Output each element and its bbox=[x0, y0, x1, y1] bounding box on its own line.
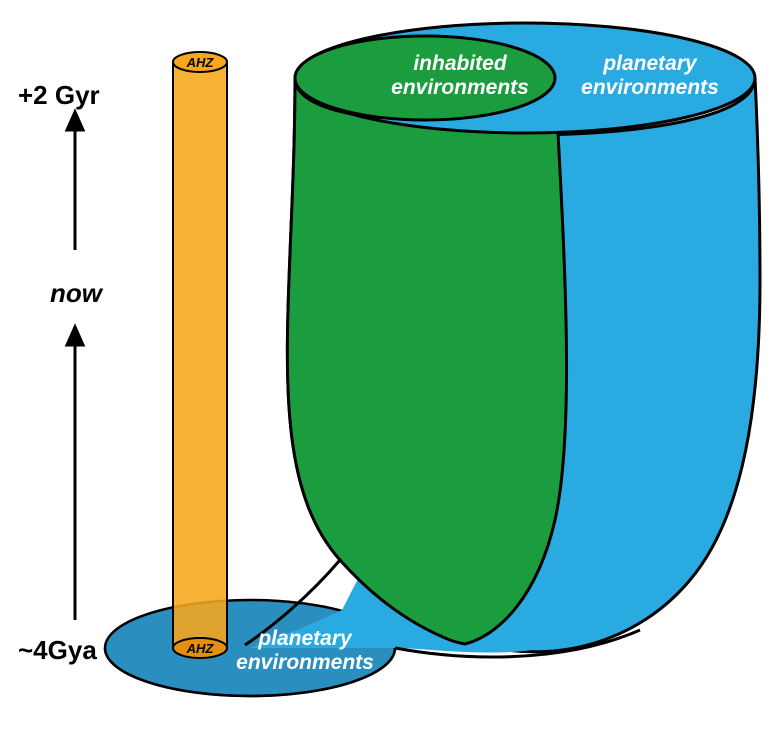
timeline-arrow-lower bbox=[67, 327, 83, 620]
timeline-bottom-label: ~4Gya bbox=[18, 635, 97, 666]
inhabited-funnel bbox=[245, 78, 567, 645]
ahz-label-top: AHZ bbox=[186, 55, 215, 70]
ahz-cylinder bbox=[173, 52, 227, 658]
planetary-bottom-label-line2: environments bbox=[236, 651, 374, 674]
planetary-top-label-line2: environments bbox=[581, 76, 719, 99]
ahz-label-bottom: AHZ bbox=[186, 641, 215, 656]
diagram-canvas: AHZ AHZ inhabited environments planetary… bbox=[0, 0, 771, 737]
inhabited-label-line1: inhabited bbox=[413, 52, 508, 75]
planetary-top-label-line1: planetary bbox=[602, 52, 698, 75]
planetary-bottom-label-line1: planetary bbox=[257, 627, 353, 650]
timeline-top-label: +2 Gyr bbox=[18, 80, 100, 111]
timeline-arrow-upper bbox=[67, 112, 83, 250]
inhabited-label-line2: environments bbox=[391, 76, 529, 99]
timeline-mid-label: now bbox=[50, 278, 102, 309]
